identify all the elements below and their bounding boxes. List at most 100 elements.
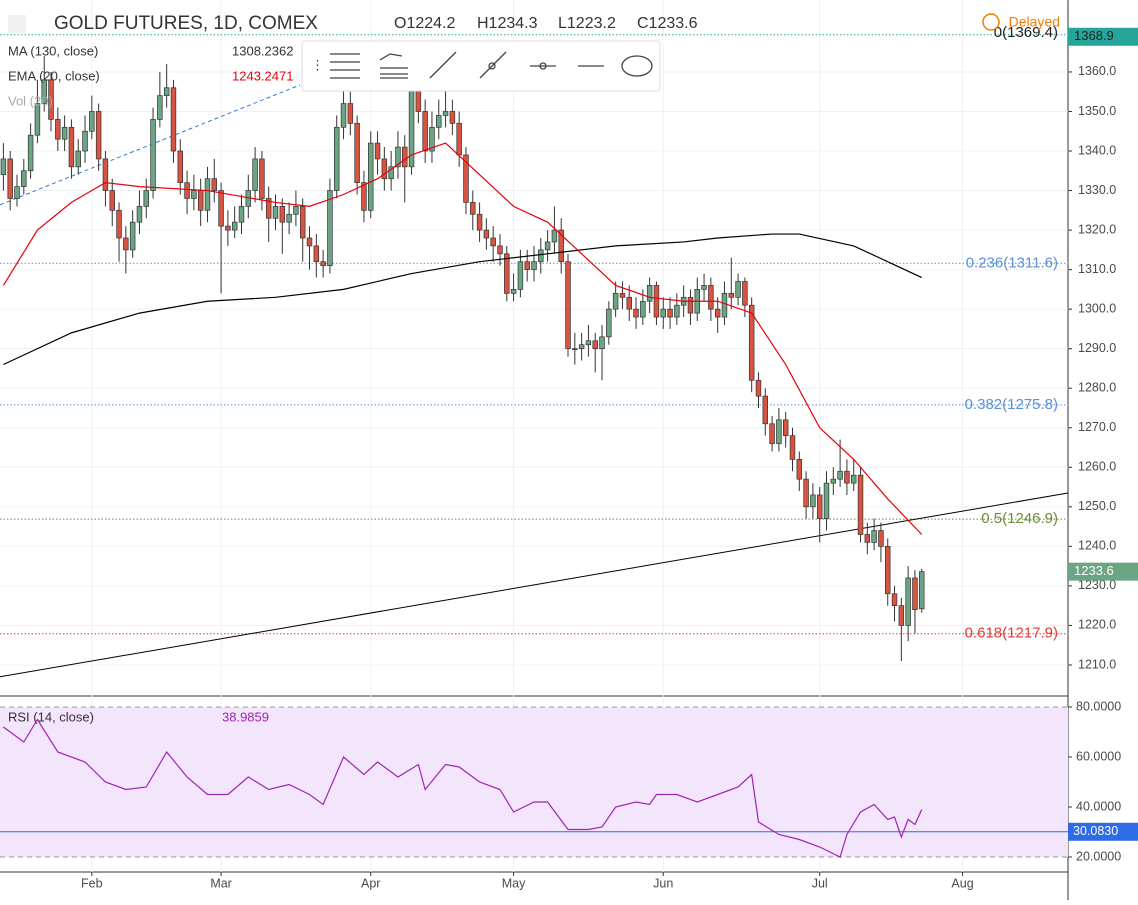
candle-body (197, 190, 204, 211)
candle-body (55, 119, 61, 140)
y-tick-label: 1290.0 (1078, 341, 1116, 355)
candle-body (919, 571, 925, 610)
candle-body (374, 142, 381, 160)
candle-body (891, 593, 898, 607)
candle-body (769, 423, 775, 444)
candle-body (395, 146, 401, 168)
candle-body (517, 261, 524, 290)
legend-ma: MA (130, close) (8, 43, 98, 58)
candle-body (21, 170, 27, 187)
delayed-status[interactable]: Delayed (1009, 14, 1060, 30)
candle-body (538, 249, 544, 263)
candle-body (109, 190, 115, 211)
candle-body (129, 221, 136, 251)
legend-vol: Vol (20) (8, 93, 53, 108)
candle-body (803, 478, 809, 508)
x-tick-label: Jul (812, 876, 828, 890)
candle-body (504, 253, 510, 294)
tool-ray[interactable] (479, 51, 507, 79)
candle-body (143, 190, 149, 207)
candle-body (850, 474, 857, 484)
candle-body (558, 229, 564, 263)
candle-body (898, 605, 905, 626)
candle-body (755, 379, 762, 397)
tool-ray-dot (488, 62, 496, 70)
candle-body (606, 308, 612, 338)
fib-label: 0.618(1217.9) (965, 625, 1058, 642)
candle-body (660, 308, 666, 318)
candle-body (544, 241, 551, 251)
tool-trend[interactable] (429, 51, 457, 79)
candle-body (456, 122, 462, 156)
candle-body (667, 308, 673, 318)
rsi-level-label: 30.0830 (1073, 824, 1118, 838)
symbol-icon[interactable] (8, 15, 26, 33)
candle-body (14, 186, 20, 199)
legend-ma-value: 1308.2362 (232, 43, 293, 58)
candle-body (619, 292, 626, 298)
candle-body (163, 87, 170, 97)
candle-body (912, 577, 918, 610)
legend-ema-value: 1243.2471 (232, 68, 293, 83)
candle-body (82, 130, 88, 152)
candle-body (857, 474, 864, 535)
candle-body (708, 285, 714, 310)
candle-body (252, 158, 258, 191)
x-tick-label: Apr (361, 876, 380, 890)
candle-body (674, 304, 680, 318)
candle-body (463, 154, 469, 203)
candle-body (34, 103, 41, 136)
candle-body (742, 281, 748, 306)
candle-body (510, 289, 517, 294)
candle-body (265, 198, 272, 219)
candle-body (531, 261, 537, 270)
candle-body (612, 292, 619, 310)
price-badge (1068, 27, 1138, 46)
candle-body (293, 206, 299, 215)
y-tick-label: 1250.0 (1078, 499, 1116, 513)
rsi-tick-label: 20.0000 (1076, 849, 1121, 863)
candle-body (470, 202, 476, 215)
candle-body (565, 261, 571, 350)
candle-body (551, 229, 558, 243)
candle-body (816, 494, 823, 520)
y-tick-label: 1210.0 (1078, 657, 1116, 671)
candle-body (497, 245, 503, 255)
candle-body (490, 237, 496, 247)
candle-body (592, 340, 598, 350)
candle-body (728, 292, 735, 298)
tool-ellipse[interactable] (621, 55, 653, 77)
y-tick-label: 1320.0 (1078, 222, 1116, 236)
tool-fib-ext[interactable] (379, 53, 408, 79)
y-tick-label: 1240.0 (1078, 539, 1116, 553)
candle-body (157, 95, 163, 120)
candle-body (599, 336, 605, 350)
candle-body (422, 111, 428, 152)
tool-fib[interactable] (330, 53, 360, 79)
y-tick-label: 1260.0 (1078, 460, 1116, 474)
candle-body (429, 126, 435, 152)
ohlc-open: O1224.2 (394, 15, 455, 32)
candle-body (361, 182, 367, 211)
candle-body (272, 206, 279, 219)
candle-body (102, 158, 109, 191)
candle-body (279, 206, 286, 223)
candle-body (823, 482, 830, 520)
candle-body (231, 221, 238, 231)
toolbar-box (301, 40, 661, 92)
y-tick-label: 1220.0 (1078, 618, 1116, 632)
trendline (0, 84, 301, 206)
candle-body (184, 182, 190, 199)
candle-body (75, 150, 81, 168)
legend-rsi-value: 38.9859 (222, 709, 269, 724)
candle-body (48, 79, 54, 120)
candle-body (701, 285, 707, 290)
candle-body (810, 494, 816, 508)
candle-body (136, 206, 143, 223)
candle-body (640, 300, 646, 318)
x-tick-label: May (502, 876, 526, 890)
candle-body (524, 261, 530, 270)
candle-body (844, 470, 850, 484)
rsi-tick-label: 60.0000 (1076, 749, 1121, 763)
candle-body (347, 103, 354, 124)
